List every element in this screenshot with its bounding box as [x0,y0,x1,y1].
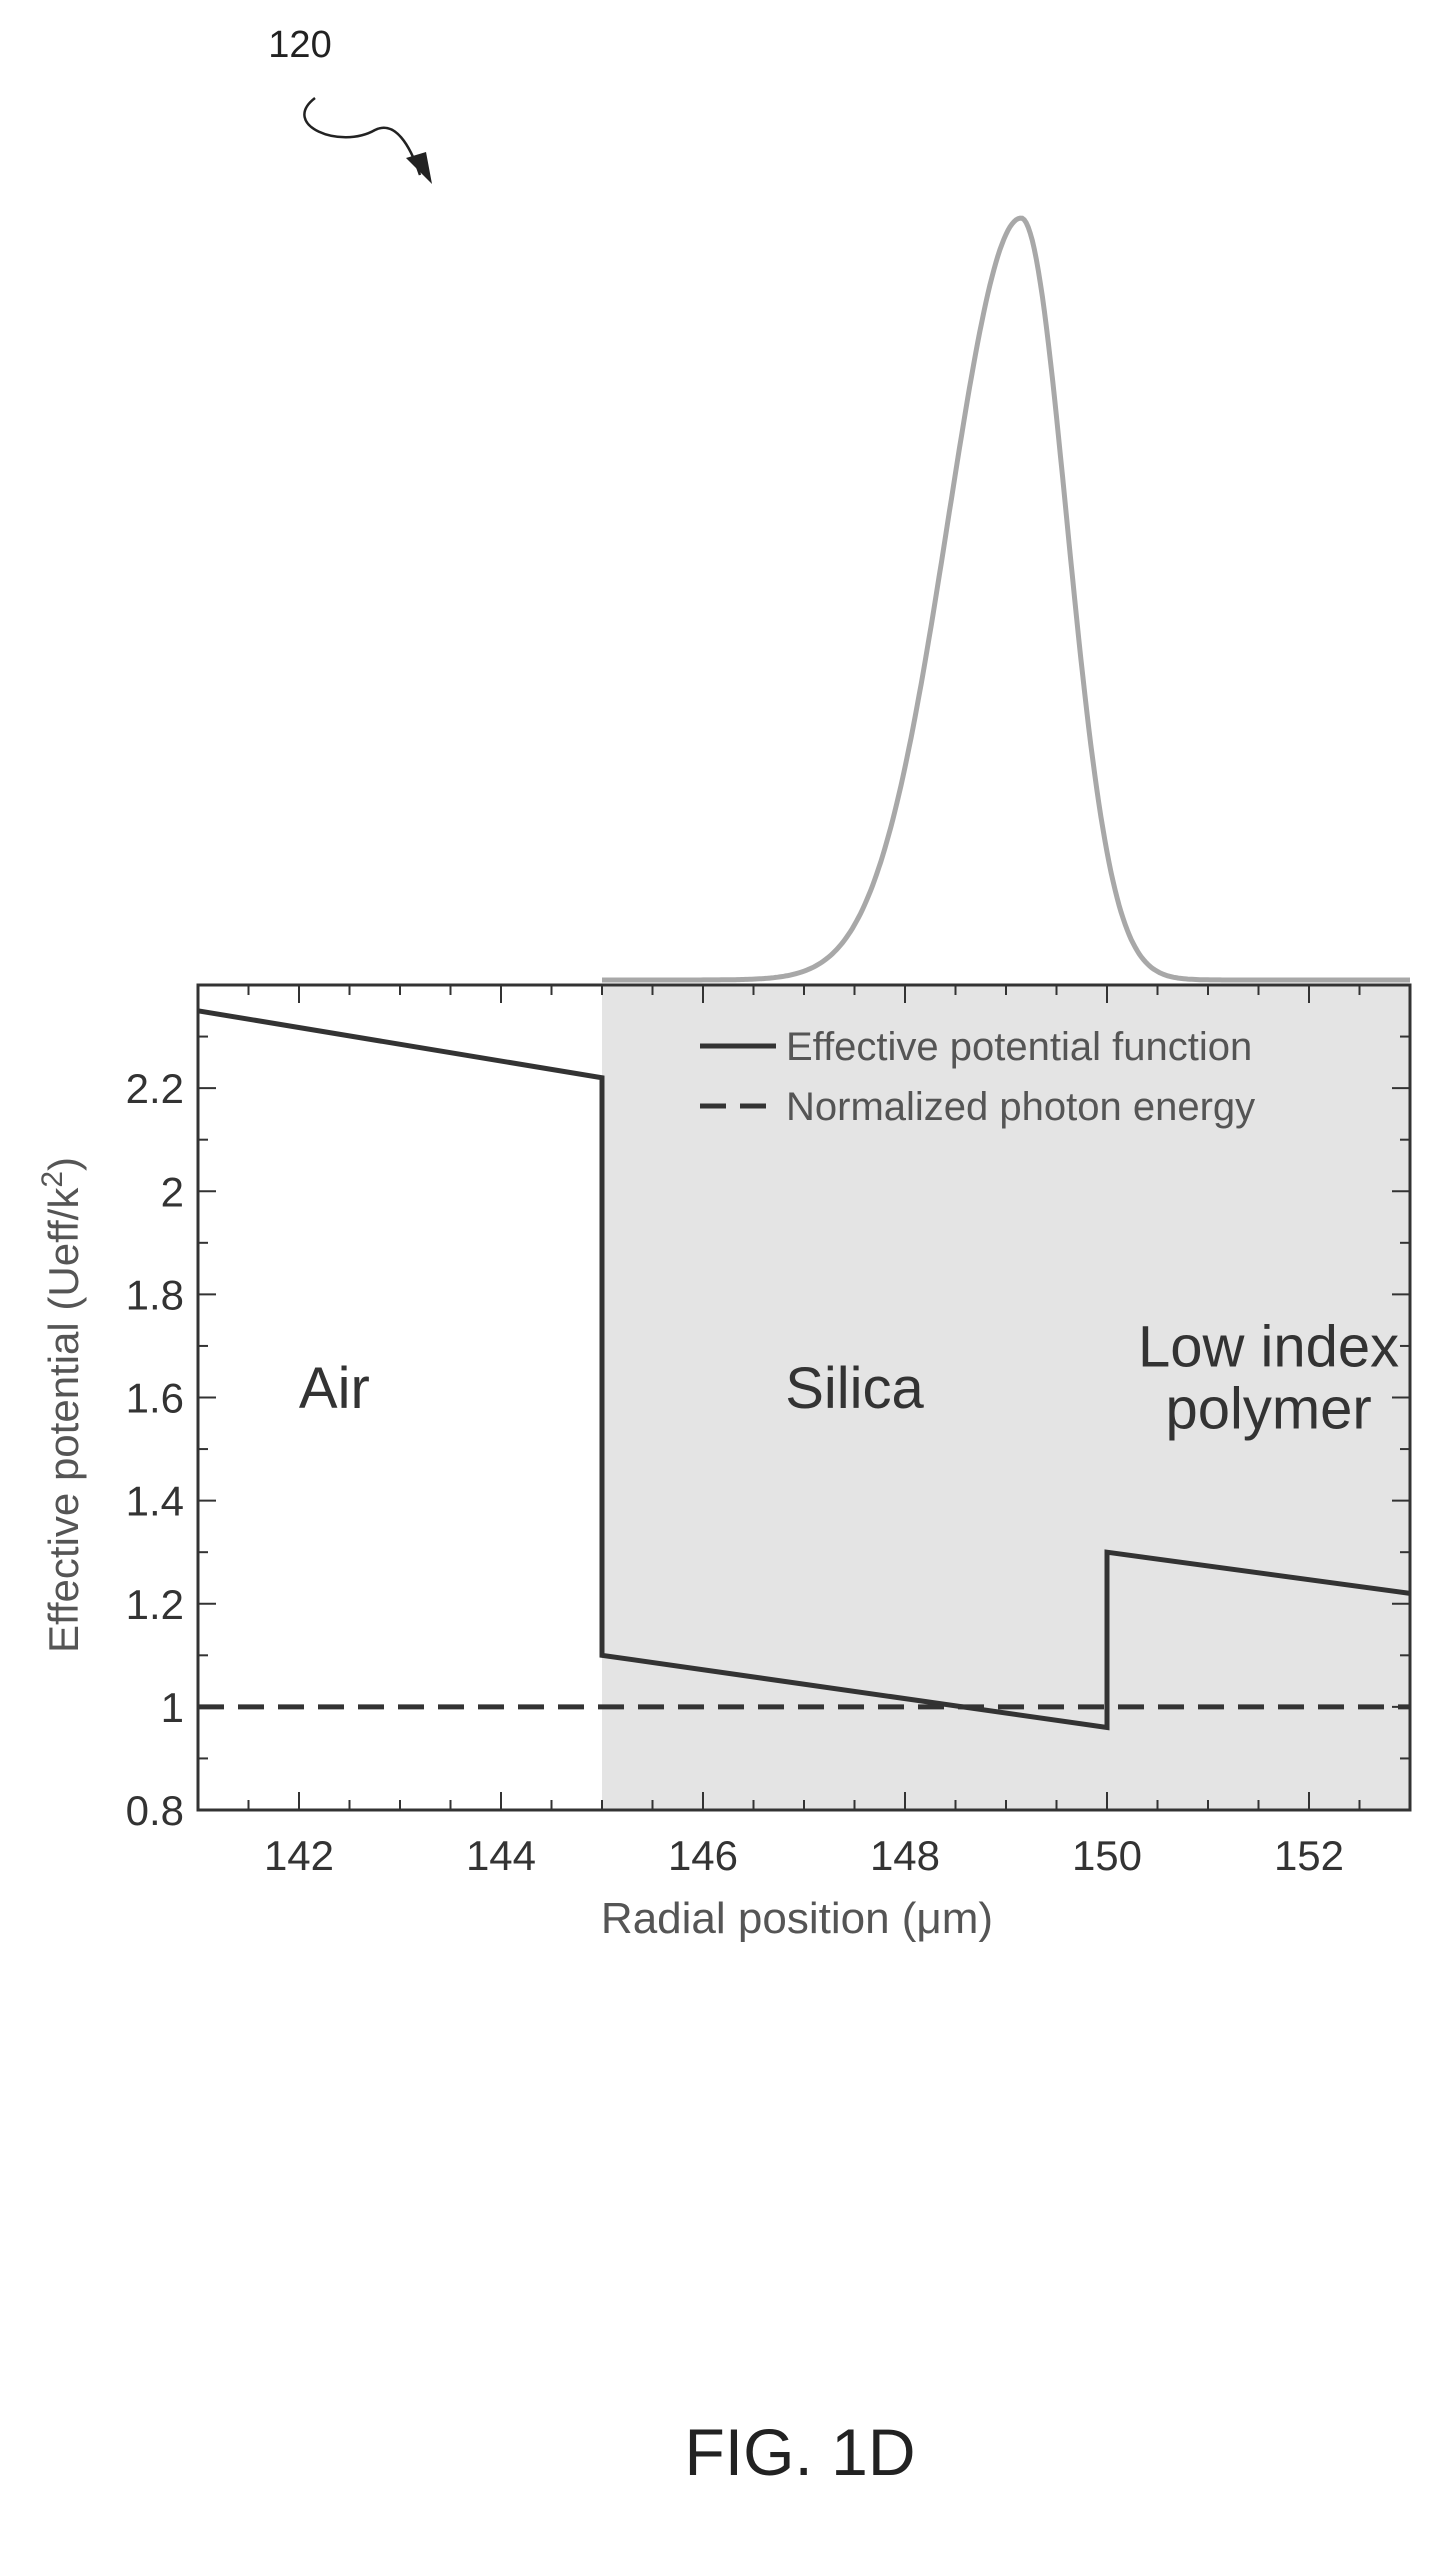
y-tick-label: 1 [161,1684,184,1731]
y-tick-label: 1.6 [126,1375,184,1422]
y-axis-ticks: 0.8 1 1.2 1.4 1.6 1.8 2 2.2 [126,984,1410,1834]
legend-label-photon-energy: Normalized photon energy [786,1085,1255,1129]
x-axis-label: Radial position (μm) [601,1894,993,1943]
legend: Effective potential function Normalized … [700,1025,1255,1129]
y-tick-label: 1.8 [126,1271,184,1318]
x-tick-label: 148 [870,1832,940,1879]
mode-profile-curve [602,215,1410,983]
y-tick-label: 2 [161,1168,184,1215]
plot-regions [198,985,1410,1810]
arrow-head [406,152,432,184]
x-tick-label: 146 [668,1832,738,1879]
region-label-2-line-0: Low index [1138,1315,1399,1380]
y-tick-label: 2.2 [126,1065,184,1112]
region-label-2-line-1: polymer [1165,1377,1371,1442]
x-tick-label: 152 [1274,1832,1344,1879]
figure-caption: FIG. 1D [684,2415,915,2489]
y-axis-label: Effective potential (Ueff/k2) [36,1157,87,1653]
x-axis-ticks: 142 144 146 148 150 152 [197,985,1411,1879]
x-tick-label: 142 [264,1832,334,1879]
region-1 [602,985,1107,1810]
legend-label-potential: Effective potential function [786,1025,1252,1069]
y-tick-label: 1.4 [126,1478,184,1525]
region-label-0: Air [299,1356,370,1421]
x-tick-label: 150 [1072,1832,1142,1879]
reference-arrow [303,97,422,176]
y-axis-label-superscript: 2 [36,1171,69,1188]
reference-numeral: 120 [268,24,331,66]
region-label-1: Silica [785,1356,924,1421]
y-tick-label: 1.2 [126,1581,184,1628]
series-line-0 [197,1008,1411,1731]
series-layer [197,1008,1411,1731]
region-2 [1107,985,1410,1810]
x-tick-label: 144 [466,1832,536,1879]
region-0 [198,985,602,1810]
y-tick-label: 0.8 [126,1787,184,1834]
